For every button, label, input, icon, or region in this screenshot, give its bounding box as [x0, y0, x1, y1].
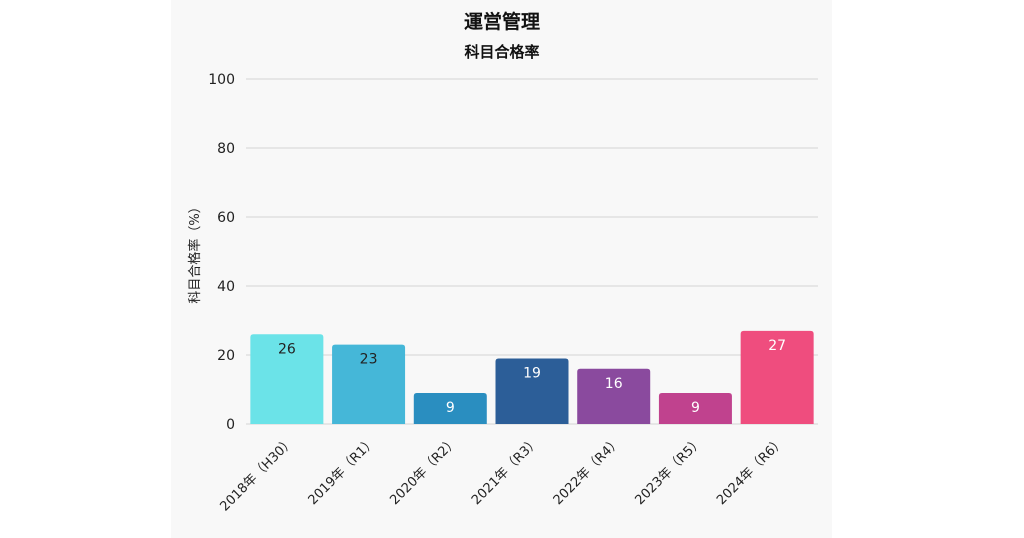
chart-title: 運営管理 [464, 10, 540, 33]
bar [413, 392, 487, 424]
bar [577, 368, 651, 424]
bars: 26 23 9 19 16 9 27 [250, 330, 814, 424]
y-tick-label: 0 [226, 417, 235, 433]
y-tick-label: 40 [217, 279, 235, 295]
bar-value-label: 23 [360, 352, 378, 368]
x-tick-label: 2019年（R1） [306, 434, 380, 508]
gridlines: 0 20 40 60 80 100 [208, 72, 818, 433]
bar-chart: 運営管理 科目合格率 科目合格率（%） 0 20 40 60 80 100 26 23 9 19… [187, 10, 818, 514]
x-tick-labels: 2018年（H30） 2019年（R1） 2020年（R2） 2021年（R3） 202… [217, 434, 787, 514]
bar-value-label: 19 [523, 365, 541, 381]
bar [495, 358, 569, 424]
x-tick-label: 2020年（R2） [387, 434, 461, 508]
y-tick-label: 60 [217, 210, 235, 226]
bar-value-label: 9 [446, 400, 455, 416]
x-tick-label: 2022年（R4） [551, 434, 625, 508]
x-tick-label: 2023年（R5） [632, 434, 706, 508]
chart-subtitle: 科目合格率 [464, 43, 539, 61]
bar-value-label: 27 [768, 338, 786, 354]
y-axis-label: 科目合格率（%） [187, 200, 203, 303]
bar-value-label: 26 [278, 341, 296, 357]
bar [250, 334, 324, 424]
y-tick-label: 20 [217, 348, 235, 364]
bar [332, 344, 406, 424]
bar [740, 330, 814, 424]
bar-value-label: 9 [691, 400, 700, 416]
chart-panel: 運営管理 科目合格率 科目合格率（%） 0 20 40 60 80 100 26 23 9 19… [171, 0, 832, 538]
y-tick-label: 80 [217, 141, 235, 157]
y-tick-label: 100 [208, 72, 235, 88]
bar [658, 392, 732, 424]
x-tick-label: 2021年（R3） [469, 434, 543, 508]
x-tick-label: 2018年（H30） [217, 434, 297, 514]
bar-value-label: 16 [605, 376, 623, 392]
x-tick-label: 2024年（R6） [714, 434, 788, 508]
